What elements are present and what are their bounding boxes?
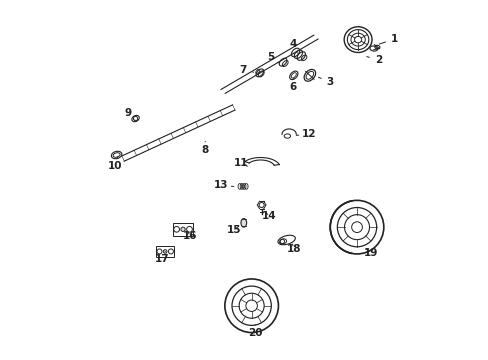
Text: 18: 18 (286, 244, 301, 253)
Circle shape (163, 249, 166, 253)
Text: 4: 4 (288, 39, 297, 53)
Text: 12: 12 (296, 129, 315, 139)
Circle shape (181, 227, 185, 231)
Text: 17: 17 (155, 251, 169, 264)
Text: 9: 9 (124, 108, 135, 120)
Text: 1: 1 (379, 34, 397, 44)
Text: 20: 20 (247, 325, 262, 338)
Text: 19: 19 (364, 248, 378, 258)
Text: 10: 10 (108, 157, 122, 171)
Text: 5: 5 (267, 52, 278, 63)
Text: 11: 11 (233, 158, 248, 168)
Text: 3: 3 (318, 77, 333, 87)
Text: 6: 6 (288, 78, 296, 92)
Text: 8: 8 (201, 141, 208, 155)
Text: 16: 16 (183, 231, 197, 242)
Ellipse shape (241, 219, 246, 227)
Text: 14: 14 (262, 211, 276, 221)
Text: 2: 2 (366, 55, 381, 65)
Text: 7: 7 (239, 65, 253, 75)
Text: 13: 13 (214, 180, 233, 190)
Text: 15: 15 (226, 225, 241, 235)
